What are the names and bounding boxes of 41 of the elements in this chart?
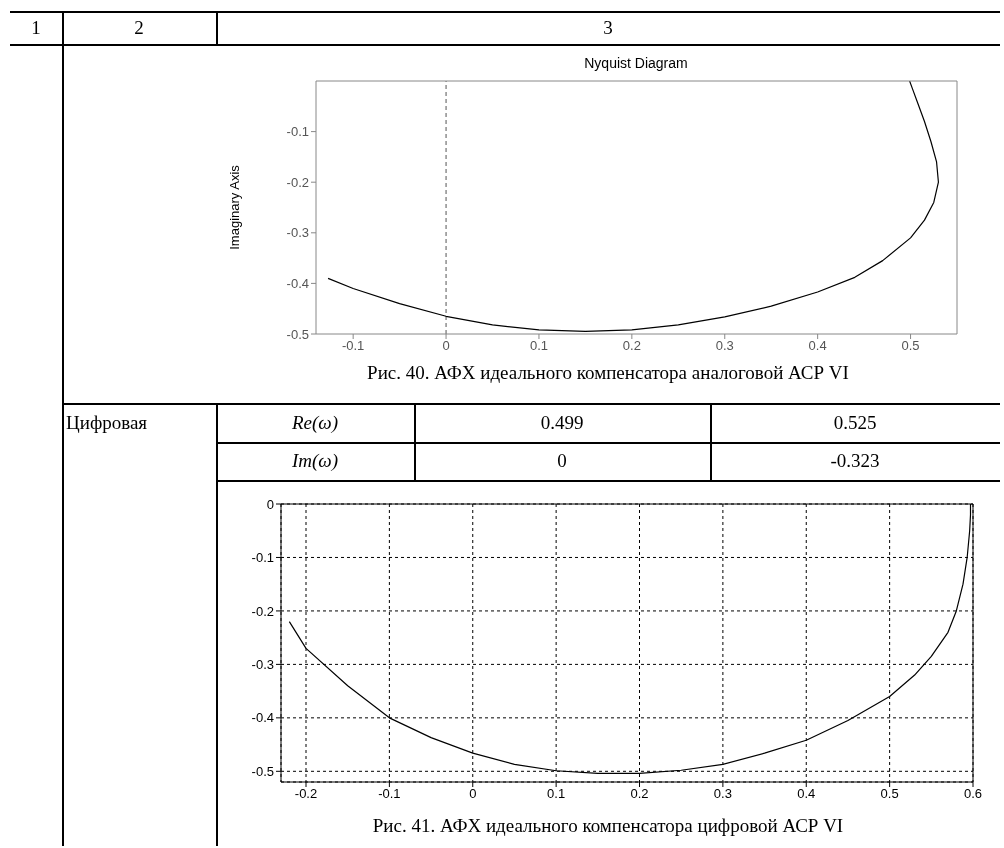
text: Цифровая	[66, 411, 149, 435]
y-tick-label: -0.4	[251, 710, 274, 726]
y-tick-label: -0.2	[251, 603, 274, 619]
x-tick-label: 0.1	[547, 786, 566, 802]
y-tick-label: 0	[266, 496, 274, 512]
x-tick-label: 0.3	[715, 338, 734, 354]
x-tick-label: 0.4	[808, 338, 827, 354]
text: 0.499	[539, 411, 585, 435]
x-tick-label: 0.4	[797, 786, 816, 802]
text: 0.525	[832, 411, 878, 435]
text: Im(ω)	[290, 449, 340, 473]
x-tick-label: 0	[469, 786, 477, 802]
x-tick-label: 0	[442, 338, 450, 354]
text: 1	[30, 16, 42, 40]
text: Рис. 41. АФХ идеального компенсатора цифровой АСР VI	[371, 815, 845, 838]
x-tick-label: 0.3	[713, 786, 732, 802]
text: Рис. 40. АФХ идеального компенсатора аналоговой АСР VI	[366, 362, 850, 385]
x-tick-label: 0.2	[622, 338, 641, 354]
x-tick-label: -0.1	[341, 338, 365, 354]
y-tick-label: -0.4	[286, 276, 309, 292]
text: Re(ω)	[290, 411, 340, 435]
line-series	[327, 81, 940, 333]
y-axis-title: Imaginary Axis	[226, 164, 242, 250]
text: -0.323	[829, 449, 881, 473]
y-tick-label: -0.5	[251, 763, 274, 779]
x-tick-label: -0.1	[378, 786, 401, 802]
x-tick-label: 0.2	[630, 786, 649, 802]
x-tick-label: 0.5	[901, 338, 920, 354]
x-tick-label: 0.5	[880, 786, 899, 802]
y-tick-label: -0.3	[286, 225, 309, 241]
y-tick-label: -0.5	[286, 326, 309, 342]
y-tick-label: -0.1	[251, 550, 274, 566]
text: 2	[133, 16, 145, 40]
text: 0	[556, 449, 568, 473]
y-tick-label: -0.3	[251, 657, 274, 672]
y-tick-label: -0.1	[286, 124, 309, 140]
x-tick-label: 0.1	[529, 338, 548, 354]
chart-title: Nyquist Diagram	[583, 55, 689, 73]
y-tick-label: -0.2	[286, 174, 309, 190]
text: 3	[602, 16, 614, 40]
x-tick-label: 0.6	[963, 786, 983, 802]
